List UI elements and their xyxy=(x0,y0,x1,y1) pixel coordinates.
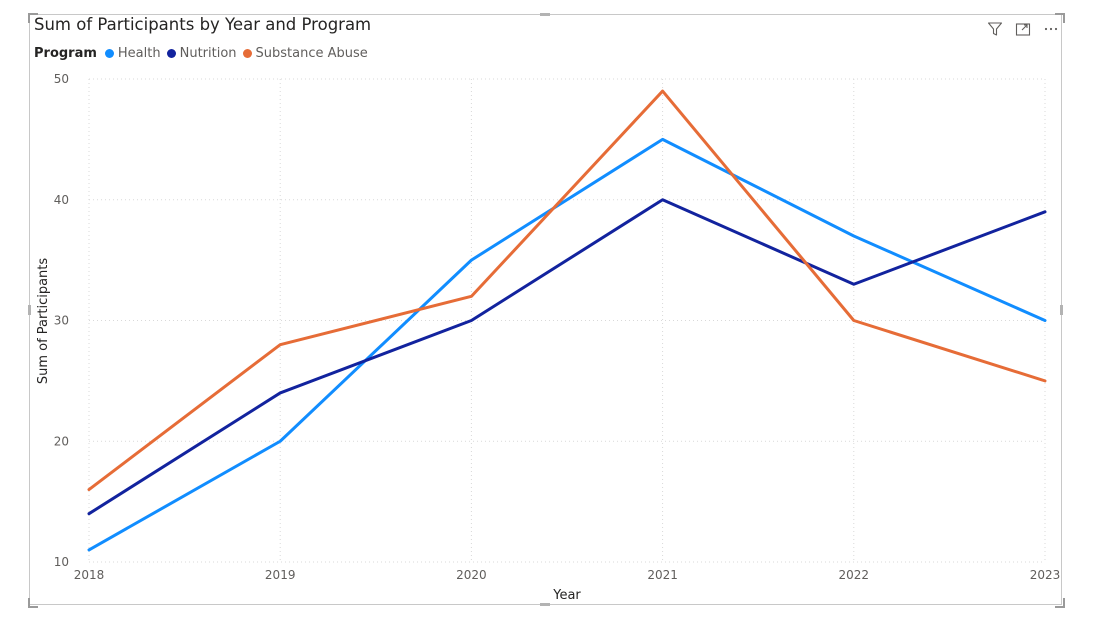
data-point-nutrition[interactable] xyxy=(850,280,858,288)
x-tick-label: 2020 xyxy=(456,568,487,582)
legend-label-health: Health xyxy=(117,46,161,61)
resize-handle-bottom-right[interactable] xyxy=(1055,598,1065,608)
legend-label-nutrition: Nutrition xyxy=(179,46,237,61)
x-tick-label: 2021 xyxy=(647,568,678,582)
y-axis-ticks: 10 20 30 40 50 xyxy=(54,72,69,569)
data-point-substance-abuse[interactable] xyxy=(1041,377,1049,385)
chart-title: Sum of Participants by Year and Program xyxy=(34,15,372,34)
resize-handle-top-left[interactable] xyxy=(28,13,38,23)
x-tick-label: 2023 xyxy=(1030,568,1061,582)
data-point-nutrition[interactable] xyxy=(276,389,284,397)
data-point-nutrition[interactable] xyxy=(85,510,93,518)
data-point-substance-abuse[interactable] xyxy=(850,317,858,325)
focus-mode-icon[interactable] xyxy=(1014,20,1032,38)
data-point-health[interactable] xyxy=(850,232,858,240)
x-axis-ticks: 2018 2019 2020 2021 2022 2023 xyxy=(74,568,1061,582)
gridlines xyxy=(88,78,1046,563)
y-tick-label: 30 xyxy=(54,314,69,328)
data-point-substance-abuse[interactable] xyxy=(276,341,284,349)
legend-marker-nutrition xyxy=(166,49,176,58)
data-point-substance-abuse[interactable] xyxy=(467,292,475,300)
y-tick-label: 20 xyxy=(54,434,69,448)
series-lines xyxy=(85,87,1049,554)
legend: Program Health Nutrition Substance Abuse xyxy=(34,46,374,61)
legend-marker-health xyxy=(104,49,114,58)
y-axis-title: Sum of Participants xyxy=(36,258,51,385)
data-point-substance-abuse[interactable] xyxy=(659,87,667,95)
resize-handle-bottom[interactable] xyxy=(540,603,550,606)
y-tick-label: 50 xyxy=(54,72,69,86)
data-point-health[interactable] xyxy=(276,437,284,445)
resize-handle-top-right[interactable] xyxy=(1055,13,1065,23)
more-options-icon[interactable] xyxy=(1042,20,1060,38)
data-point-nutrition[interactable] xyxy=(467,317,475,325)
filter-icon[interactable] xyxy=(986,20,1004,38)
y-tick-label: 10 xyxy=(54,555,69,569)
resize-handle-bottom-left[interactable] xyxy=(28,598,38,608)
resize-handle-top[interactable] xyxy=(540,13,550,16)
legend-item-substance-abuse[interactable]: Substance Abuse xyxy=(242,46,368,61)
series-line-substance-abuse[interactable] xyxy=(87,89,1047,492)
resize-handle-right[interactable] xyxy=(1060,305,1063,315)
x-tick-label: 2022 xyxy=(839,568,870,582)
series-line-nutrition[interactable] xyxy=(87,198,1047,516)
data-point-health[interactable] xyxy=(659,135,667,143)
data-point-nutrition[interactable] xyxy=(659,196,667,204)
x-tick-label: 2019 xyxy=(265,568,296,582)
x-tick-label: 2018 xyxy=(74,568,105,582)
data-point-health[interactable] xyxy=(1041,317,1049,325)
legend-marker-substance-abuse xyxy=(242,49,252,58)
resize-handle-left[interactable] xyxy=(28,305,31,315)
legend-title: Program xyxy=(34,46,97,61)
data-point-health[interactable] xyxy=(467,256,475,264)
visual-container[interactable] xyxy=(29,14,1062,605)
x-axis-title: Year xyxy=(552,588,581,603)
data-point-health[interactable] xyxy=(85,546,93,554)
legend-label-substance-abuse: Substance Abuse xyxy=(255,46,368,61)
legend-item-health[interactable]: Health xyxy=(104,46,161,61)
legend-item-nutrition[interactable]: Nutrition xyxy=(166,46,237,61)
data-point-nutrition[interactable] xyxy=(1041,208,1049,216)
series-line-health[interactable] xyxy=(87,137,1047,552)
visual-header xyxy=(986,20,1060,38)
data-point-substance-abuse[interactable] xyxy=(85,486,93,494)
y-tick-label: 40 xyxy=(54,193,69,207)
